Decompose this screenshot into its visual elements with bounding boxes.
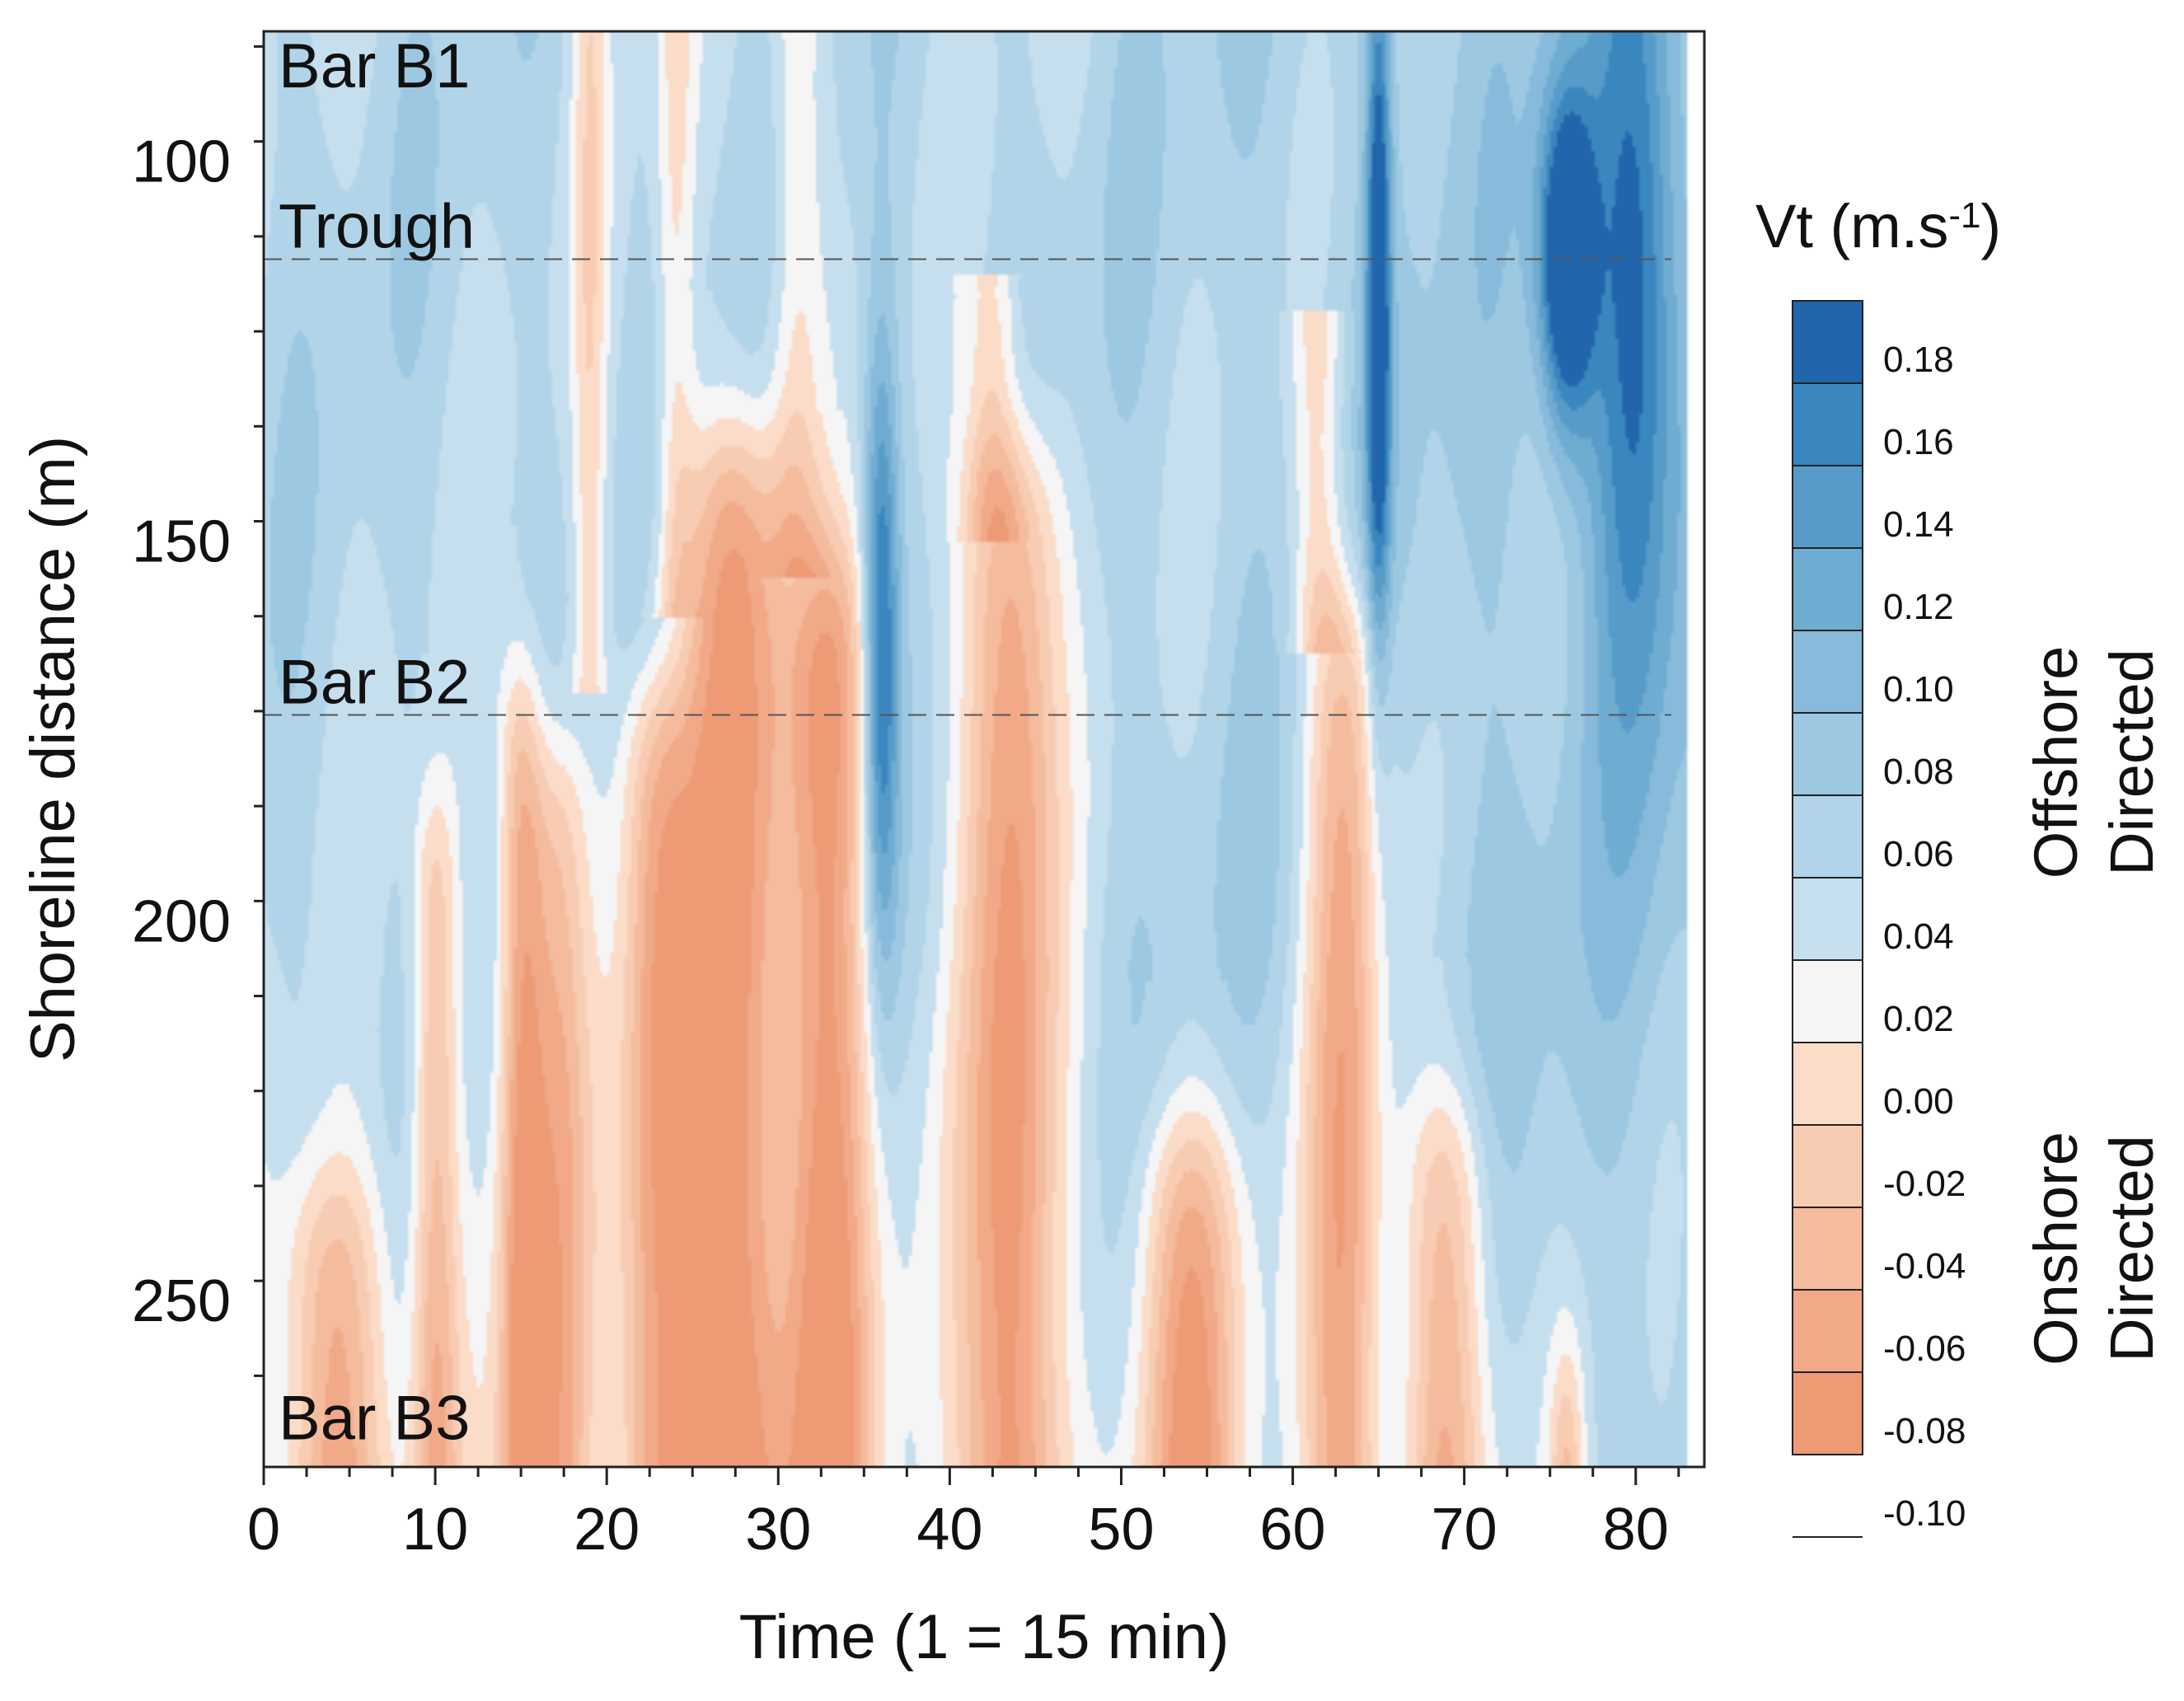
- colorbar-band: [1793, 1372, 1863, 1455]
- y-axis-title: Shoreline distance (m): [18, 436, 88, 1062]
- colorbar-ticks: 0.18 0.16 0.14 0.12 0.10 0.08 0.06 0.04 0.02 0.00…: [1793, 340, 1966, 1538]
- colorbar-band: [1793, 795, 1863, 879]
- x-axis-title: Time (1 = 15 min): [739, 1602, 1230, 1672]
- directed-word-bottom: Directed: [2097, 1135, 2166, 1362]
- colorbar-band: [1793, 548, 1863, 631]
- offshore-directed-label: Offshore Directed: [2022, 646, 2166, 879]
- colorbar-band: [1793, 301, 1863, 384]
- colorbar-title-sup: -1: [1948, 195, 1980, 236]
- colorbar-tick-label: 0.10: [1883, 669, 1954, 710]
- colorbar-tick-label: -0.04: [1883, 1246, 1966, 1286]
- colorbar-band: [1793, 960, 1863, 1043]
- x-tick-label: 0: [247, 1497, 280, 1563]
- x-tick-label: 50: [1088, 1497, 1154, 1563]
- x-tick-label: 60: [1260, 1497, 1326, 1563]
- colorbar-tick-label: -0.10: [1883, 1493, 1966, 1534]
- x-axis: 0 10 20 30 40 50 60 70 80: [247, 1467, 1680, 1563]
- colorbar-tick-label: 0.02: [1883, 999, 1954, 1039]
- plot-area: [264, 31, 1704, 1467]
- colorbar-band: [1793, 383, 1863, 466]
- offshore-word: Offshore: [2022, 646, 2090, 879]
- colorbar-band: [1793, 713, 1863, 796]
- colorbar-tick-label: -0.08: [1883, 1411, 1966, 1451]
- x-tick-label: 40: [916, 1497, 982, 1563]
- colorbar-tick-label: -0.06: [1883, 1328, 1966, 1369]
- annotation-labels: Bar B1 Trough Bar B2 Bar B3: [279, 31, 475, 1454]
- onshore-directed-label: Onshore Directed: [2022, 1132, 2166, 1366]
- colorbar-tick-label: 0.06: [1883, 834, 1954, 874]
- y-tick-label: 200: [132, 888, 231, 954]
- colorbar-band: [1793, 1125, 1863, 1208]
- plot-frame: [262, 30, 1706, 1469]
- annotation-bar-b3: Bar B3: [279, 1384, 470, 1454]
- colorbar-title-close: ): [1980, 192, 2001, 260]
- y-tick-label: 100: [132, 129, 231, 195]
- colorbar: Vt (m.s-1) 0.180.160.140.120.100.080.060…: [1755, 192, 2166, 1538]
- y-tick-label: 150: [132, 509, 231, 575]
- colorbar-tick-label: 0.08: [1883, 752, 1954, 792]
- directed-word-top: Directed: [2097, 649, 2166, 876]
- colorbar-band: [1793, 1290, 1863, 1373]
- colorbar-title-main: Vt (m.s: [1755, 192, 1948, 260]
- colorbar-band: [1793, 466, 1863, 549]
- onshore-word: Onshore: [2022, 1132, 2090, 1366]
- x-tick-label: 80: [1603, 1497, 1669, 1563]
- x-tick-label: 30: [745, 1497, 811, 1563]
- colorbar-tick-label: 0.04: [1883, 916, 1954, 957]
- annotation-lines: [264, 258, 1671, 716]
- colorbar-bands: [1792, 300, 1863, 1455]
- colorbar-band: [1793, 878, 1863, 961]
- colorbar-tick-label: 0.18: [1883, 340, 1954, 380]
- annotation-bar-b2: Bar B2: [279, 648, 470, 718]
- annotation-trough: Trough: [279, 192, 475, 262]
- colorbar-tick-label: 0.00: [1883, 1081, 1954, 1122]
- contour-field: [264, 31, 1704, 1467]
- x-tick-label: 70: [1432, 1497, 1497, 1563]
- colorbar-tick-label: 0.12: [1883, 587, 1954, 627]
- colorbar-band: [1793, 1207, 1863, 1291]
- colorbar-tick-label: 0.16: [1883, 422, 1954, 462]
- colorbar-band: [1793, 1043, 1863, 1126]
- y-tick-label: 250: [132, 1268, 231, 1334]
- x-tick-label: 20: [574, 1497, 640, 1563]
- colorbar-title: Vt (m.s-1): [1755, 192, 2001, 260]
- x-tick-label: 10: [402, 1497, 468, 1563]
- colorbar-band: [1793, 630, 1863, 714]
- annotation-bar-b1: Bar B1: [279, 31, 470, 101]
- colorbar-tick-label: 0.14: [1883, 504, 1954, 545]
- colorbar-tick-label: -0.02: [1883, 1164, 1966, 1204]
- y-axis: 100 150 200 250: [132, 45, 264, 1377]
